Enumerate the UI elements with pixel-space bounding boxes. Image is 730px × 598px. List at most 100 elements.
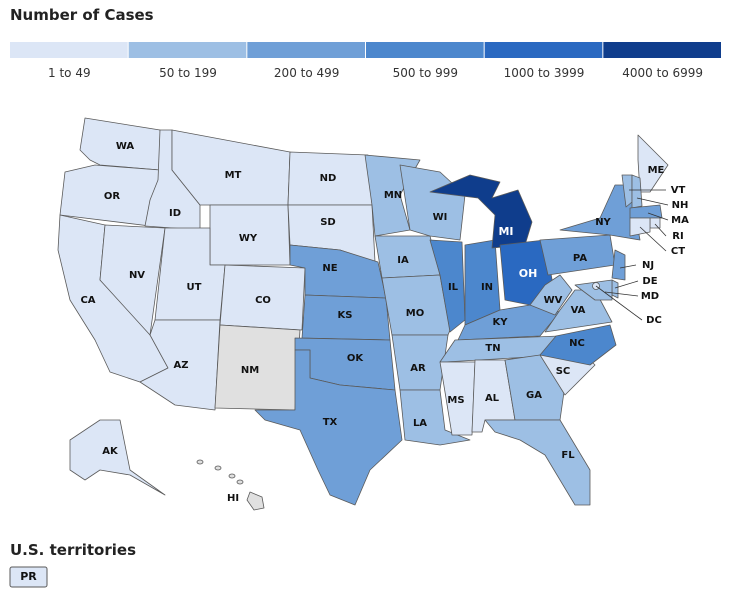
state-label: VT <box>671 185 686 196</box>
state-label: DE <box>642 276 657 287</box>
state <box>439 361 476 436</box>
state-label: OH <box>519 267 538 280</box>
legend-title: Number of Cases <box>10 6 154 24</box>
state-label: MN <box>384 190 402 201</box>
state <box>219 264 306 331</box>
state-label: NH <box>672 200 689 211</box>
state-label: IN <box>481 282 493 293</box>
state-label: VA <box>571 305 586 316</box>
state <box>539 324 617 366</box>
state-label: SD <box>320 217 336 228</box>
island <box>236 479 244 485</box>
state-label: NY <box>595 217 611 228</box>
state-label: TX <box>323 417 338 428</box>
state <box>69 419 166 496</box>
state-label: CT <box>671 246 685 257</box>
state-label: ND <box>320 173 337 184</box>
state-label: WV <box>544 295 563 306</box>
state-label: PA <box>573 253 587 264</box>
legend-swatch <box>484 42 603 58</box>
territory-label: PR <box>20 570 37 583</box>
state <box>381 274 451 336</box>
state-label: GA <box>526 390 542 401</box>
state-layer <box>57 117 669 511</box>
state <box>529 274 573 316</box>
legend-swatch <box>10 42 128 58</box>
state-label: MD <box>641 291 659 302</box>
state-label: HI <box>227 493 239 504</box>
state <box>611 249 626 281</box>
state <box>429 174 533 249</box>
state <box>399 164 466 241</box>
state-label: ME <box>648 165 665 176</box>
legend-label: 50 to 199 <box>159 66 217 80</box>
legend-swatch <box>603 42 721 58</box>
leader-line <box>595 285 643 321</box>
island <box>228 473 236 479</box>
state-label: AK <box>102 446 119 457</box>
state-label: IL <box>448 282 459 293</box>
state-label: OR <box>104 191 121 202</box>
state-label: AZ <box>174 360 189 371</box>
leader-line <box>654 223 667 237</box>
territories-title: U.S. territories <box>10 541 136 559</box>
leader-line <box>647 212 669 221</box>
state <box>484 419 591 506</box>
leader-line <box>619 264 637 269</box>
state-label: KY <box>493 317 509 328</box>
leader-line <box>614 280 639 289</box>
state-label: AR <box>410 363 426 374</box>
island <box>214 465 222 471</box>
state-label: CA <box>80 295 95 306</box>
state-label: CO <box>255 295 271 306</box>
state-label: MI <box>498 225 513 238</box>
state-label: MS <box>447 395 464 406</box>
state-label: NV <box>129 270 145 281</box>
state <box>611 279 619 299</box>
state-label: MT <box>225 170 242 181</box>
state <box>631 174 643 209</box>
state-label: NJ <box>642 260 654 271</box>
legend-label: 4000 to 6999 <box>622 66 703 80</box>
state-label: AL <box>485 393 500 404</box>
leader-line <box>604 291 639 297</box>
state <box>246 491 265 511</box>
state-label: DC <box>646 315 662 326</box>
state-label: TN <box>485 343 500 354</box>
state-label: NM <box>241 365 259 376</box>
legend-label: 500 to 999 <box>393 66 458 80</box>
state-label: SC <box>556 366 571 377</box>
legend-swatch <box>128 42 247 58</box>
state-label: OK <box>347 353 365 364</box>
state-label: LA <box>413 418 427 429</box>
state-label: NC <box>569 338 585 349</box>
island <box>196 459 204 465</box>
leader-line <box>636 197 669 206</box>
state-label: KS <box>338 310 353 321</box>
state-label: WI <box>433 212 448 223</box>
legend-label: 1 to 49 <box>48 66 91 80</box>
legend-swatch <box>247 42 365 58</box>
state-label: FL <box>561 450 575 461</box>
state <box>649 217 661 229</box>
state <box>574 279 613 301</box>
state-label: RI <box>672 231 683 242</box>
state-label: MA <box>671 215 689 226</box>
state-label: NE <box>322 263 337 274</box>
state-label: WY <box>239 233 258 244</box>
state-label: ID <box>169 208 181 219</box>
legend-label: 200 to 499 <box>274 66 339 80</box>
state <box>254 349 403 506</box>
label-layer: WA OR CA ID NV MT WY UT AZ CO NM ND SD NE KS OK TX MN IA MO… <box>80 141 689 504</box>
state <box>399 389 471 446</box>
state <box>429 239 466 333</box>
state-label: IA <box>397 255 409 266</box>
state <box>637 134 669 193</box>
legend-label: 1000 to 3999 <box>504 66 585 80</box>
legend-swatch <box>366 42 484 58</box>
state-label: UT <box>187 282 202 293</box>
leader-line <box>639 226 667 252</box>
territory <box>9 566 48 588</box>
